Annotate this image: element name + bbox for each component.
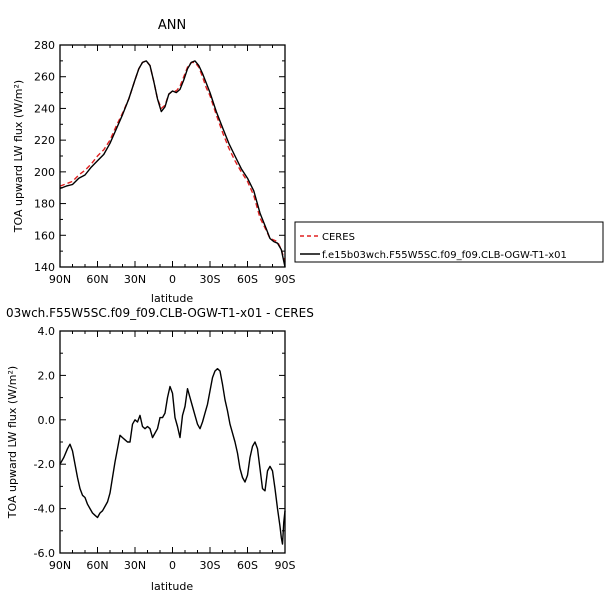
top-ytick-label: 180 xyxy=(34,198,55,211)
legend-box xyxy=(294,221,604,263)
top-xtick-label: 90N xyxy=(49,273,71,286)
top-series-0-line xyxy=(59,60,286,263)
bottom-ytick-label: -2.0 xyxy=(34,458,55,471)
top-x-axis-label: latitude xyxy=(151,292,193,305)
top-xtick-label: 30S xyxy=(200,273,221,286)
bottom-plot-frame xyxy=(59,330,286,554)
bottom-xtick-label: 30N xyxy=(124,559,146,572)
bottom-ytick-label: -4.0 xyxy=(34,503,55,516)
top-xtick-label: 90S xyxy=(275,273,296,286)
top-ytick-label: 160 xyxy=(34,229,55,242)
bottom-xtick-label: 60S xyxy=(237,559,258,572)
top-xtick-label: 60S xyxy=(237,273,258,286)
bottom-x-axis-label: latitude xyxy=(151,580,193,593)
top-ytick-label: 260 xyxy=(34,71,55,84)
top-plot-frame xyxy=(59,44,286,268)
bottom-chart-title: 03wch.F55W5SC.f09_f09.CLB-OGW-T1-x01 - C… xyxy=(6,306,314,320)
bottom-xtick-label: 90N xyxy=(49,559,71,572)
top-ytick-label: 240 xyxy=(34,102,55,115)
top-xtick-label: 0 xyxy=(169,273,176,286)
legend-label-ceres: CERES xyxy=(322,232,355,243)
top-xtick-label: 30N xyxy=(124,273,146,286)
top-y-axis-label: TOA upward LW flux (W/m²) xyxy=(12,80,25,233)
top-ytick-label: 220 xyxy=(34,134,55,147)
legend: CERES f.e15b03wch.F55W5SC.f09_f09.CLB-OG… xyxy=(294,221,604,263)
bottom-y-axis-label: TOA upward LW flux (W/m²) xyxy=(6,366,19,519)
bottom-ytick-label: 4.0 xyxy=(38,325,56,338)
bottom-ytick-label: 2.0 xyxy=(38,369,56,382)
top-xtick-label: 60N xyxy=(86,273,108,286)
top-ytick-label: 140 xyxy=(34,261,55,274)
bottom-xtick-label: 90S xyxy=(275,559,296,572)
top-ytick-label: 280 xyxy=(34,39,55,52)
top-panel: ANN 140 160 180 200 220 240 260 280 90N 60N 30N 0 3… xyxy=(12,18,296,305)
bottom-xtick-label: 30S xyxy=(200,559,221,572)
bottom-panel: 03wch.F55W5SC.f09_f09.CLB-OGW-T1-x01 - C… xyxy=(6,306,314,593)
bottom-ytick-label: 0.0 xyxy=(38,414,56,427)
top-ytick-label: 200 xyxy=(34,166,55,179)
bottom-xtick-label: 0 xyxy=(169,559,176,572)
top-chart-title: ANN xyxy=(158,18,186,33)
bottom-ytick-label: -6.0 xyxy=(34,547,55,560)
legend-label-model: f.e15b03wch.F55W5SC.f09_f09.CLB-OGW-T1-x… xyxy=(322,250,567,261)
top-series-1-line xyxy=(59,60,286,268)
bottom-series-0-line xyxy=(59,368,286,545)
bottom-xtick-label: 60N xyxy=(86,559,108,572)
